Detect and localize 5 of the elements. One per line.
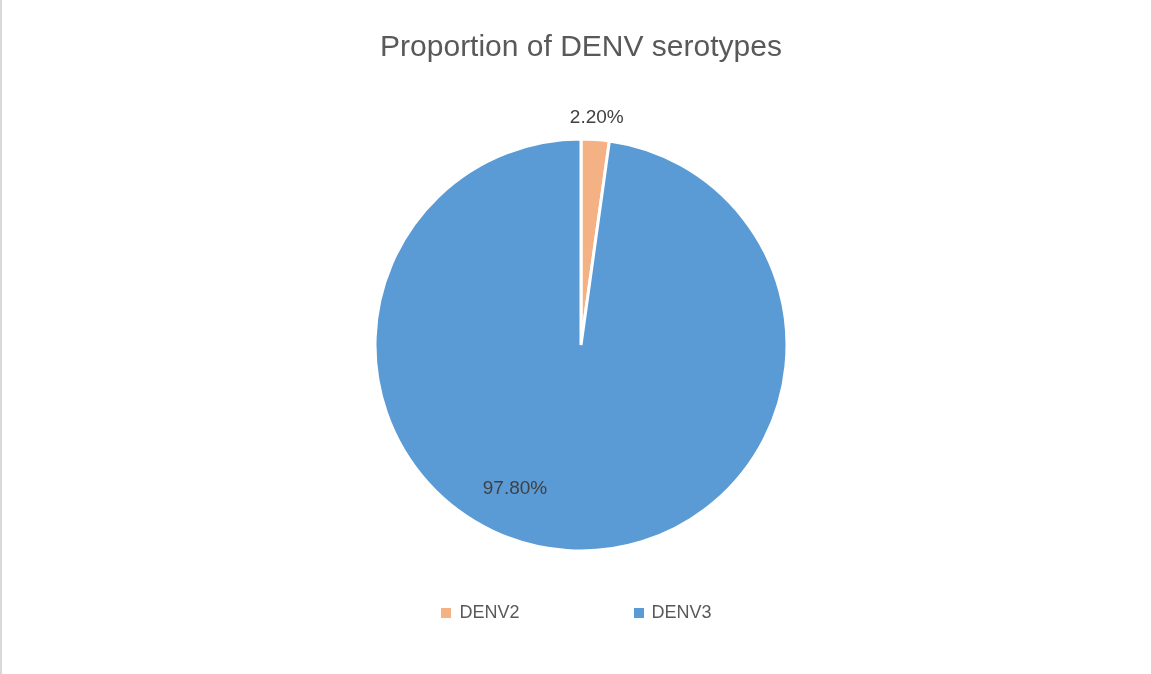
legend-label: DENV2: [459, 602, 520, 623]
legend-label: DENV3: [651, 602, 712, 623]
data-label: 2.20%: [569, 105, 624, 127]
chart-title: Proportion of DENV serotypes: [380, 29, 782, 63]
data-label: 97.80%: [482, 477, 548, 499]
